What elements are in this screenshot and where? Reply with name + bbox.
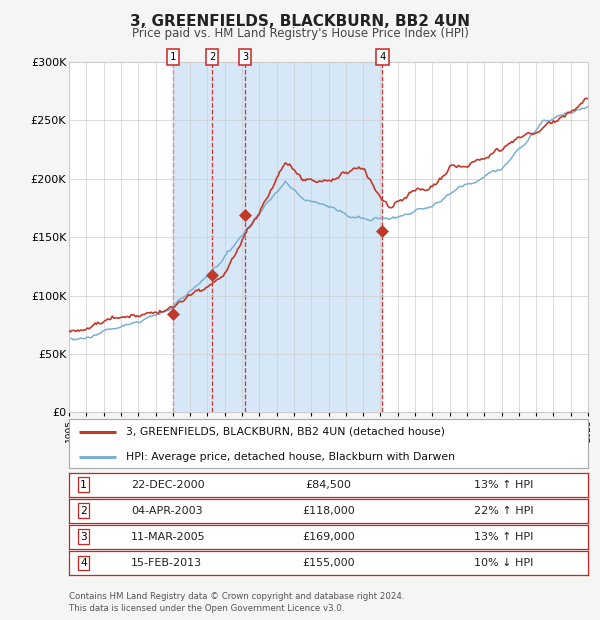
Text: 4: 4 [80,558,87,568]
Text: 10% ↓ HPI: 10% ↓ HPI [474,558,533,568]
Text: 3, GREENFIELDS, BLACKBURN, BB2 4UN: 3, GREENFIELDS, BLACKBURN, BB2 4UN [130,14,470,29]
Text: £84,500: £84,500 [305,480,352,490]
Text: 3: 3 [80,532,87,542]
Text: 3, GREENFIELDS, BLACKBURN, BB2 4UN (detached house): 3, GREENFIELDS, BLACKBURN, BB2 4UN (deta… [126,427,445,437]
Text: £169,000: £169,000 [302,532,355,542]
Text: 13% ↑ HPI: 13% ↑ HPI [474,480,533,490]
Text: Contains HM Land Registry data © Crown copyright and database right 2024.
This d: Contains HM Land Registry data © Crown c… [69,591,404,613]
Text: £118,000: £118,000 [302,506,355,516]
Text: HPI: Average price, detached house, Blackburn with Darwen: HPI: Average price, detached house, Blac… [126,452,455,462]
Bar [173,62,382,412]
Text: £155,000: £155,000 [302,558,355,568]
Text: 22-DEC-2000: 22-DEC-2000 [131,480,205,490]
Text: 15-FEB-2013: 15-FEB-2013 [131,558,202,568]
Text: 1: 1 [80,480,87,490]
Text: Price paid vs. HM Land Registry's House Price Index (HPI): Price paid vs. HM Land Registry's House … [131,27,469,40]
Text: 2: 2 [80,506,87,516]
Text: 1: 1 [170,52,176,62]
Text: 13% ↑ HPI: 13% ↑ HPI [474,532,533,542]
Text: 4: 4 [379,52,386,62]
Text: 2: 2 [209,52,215,62]
Text: 04-APR-2003: 04-APR-2003 [131,506,203,516]
Text: 3: 3 [242,52,248,62]
Text: 22% ↑ HPI: 22% ↑ HPI [474,506,533,516]
Text: 11-MAR-2005: 11-MAR-2005 [131,532,206,542]
